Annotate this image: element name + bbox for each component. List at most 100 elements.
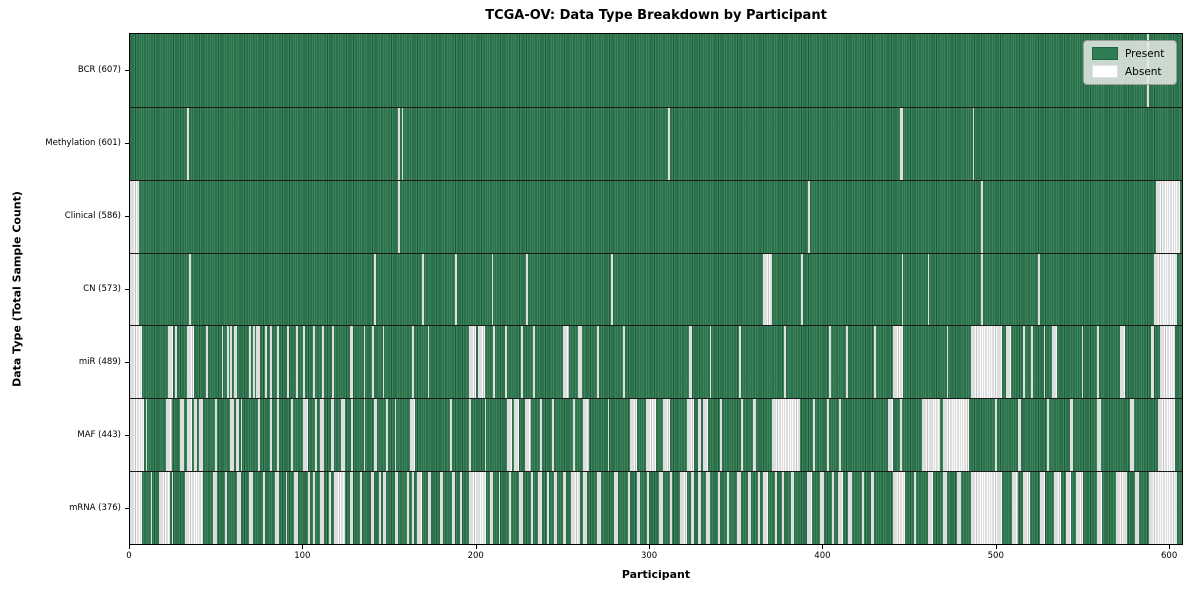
absent-stripe [957, 472, 961, 544]
absent-stripe [372, 326, 374, 399]
absent-stripe [206, 326, 208, 399]
absent-stripe [970, 326, 1003, 399]
absent-stripe [946, 326, 949, 399]
y-tick-mark [125, 142, 129, 144]
absent-stripe [315, 399, 317, 472]
x-tick-label: 600 [1161, 551, 1178, 561]
absent-stripe [379, 472, 381, 544]
absent-stripe [775, 472, 778, 544]
absent-stripe [832, 472, 835, 544]
absent-stripe [1097, 326, 1099, 399]
y-tick-mark [125, 508, 129, 510]
absent-stripe [256, 326, 260, 399]
absent-stripe [1081, 326, 1084, 399]
absent-stripe [1097, 399, 1101, 472]
absent-stripe [801, 253, 804, 326]
legend-item-absent: Absent [1092, 65, 1168, 78]
y-tick-mark [125, 435, 129, 437]
absent-stripe [922, 399, 940, 472]
absent-stripe [763, 472, 769, 544]
absent-stripe [382, 472, 387, 544]
absent-stripe [322, 326, 324, 399]
absent-stripe [406, 472, 409, 544]
absent-stripe [1066, 472, 1072, 544]
absent-stripe [373, 399, 378, 472]
absent-stripe [398, 180, 400, 253]
absent-stripe [572, 399, 575, 472]
absent-stripe [1017, 399, 1022, 472]
heatmap-row [130, 179, 1182, 253]
absent-stripe [519, 472, 523, 544]
absent-stripe [174, 326, 177, 399]
absent-stripe [451, 472, 456, 544]
absent-stripe [526, 253, 528, 326]
absent-stripe [771, 399, 800, 472]
absent-stripe [720, 399, 722, 472]
legend-item-present: Present [1092, 47, 1168, 60]
absent-stripe [829, 326, 831, 399]
absent-stripe [790, 472, 795, 544]
absent-stripe [1005, 326, 1011, 399]
absent-stripe [583, 472, 587, 544]
absent-stripe [562, 326, 570, 399]
absent-stripe [820, 472, 824, 544]
absent-stripe [166, 399, 172, 472]
absent-stripe [839, 399, 842, 472]
absent-stripe [1157, 399, 1176, 472]
absent-stripe [995, 399, 997, 472]
absent-stripe [341, 399, 345, 472]
plot-area [129, 33, 1183, 545]
absent-stripe [460, 472, 463, 544]
y-tick-mark [125, 69, 129, 71]
absent-stripe [313, 472, 316, 544]
absent-stripe [690, 472, 695, 544]
absent-stripe [1047, 399, 1049, 472]
absent-stripe [972, 107, 975, 180]
absent-stripe [763, 253, 772, 326]
y-tick-label: MAF (443) [77, 430, 121, 441]
absent-stripe [270, 399, 272, 472]
heatmap-row [130, 325, 1182, 399]
x-axis-label: Participant [621, 568, 691, 581]
absent-stripe [277, 399, 279, 472]
y-tick-label: BCR (607) [77, 64, 121, 75]
absent-stripe [332, 326, 335, 399]
heatmap-row [130, 252, 1182, 326]
absent-stripe [349, 326, 354, 399]
absent-stripe [230, 399, 234, 472]
absent-stripe [221, 326, 224, 399]
absent-stripe [237, 472, 241, 544]
absent-stripe [1150, 326, 1155, 399]
absent-stripe [382, 326, 385, 399]
absent-stripe [893, 326, 904, 399]
absent-stripe [303, 399, 309, 472]
absent-stripe [417, 472, 423, 544]
legend-label-present: Present [1125, 47, 1165, 60]
absent-stripe [1040, 472, 1046, 544]
x-tick-label: 0 [126, 551, 132, 561]
absent-stripe [943, 472, 947, 544]
absent-stripe [230, 326, 233, 399]
absent-stripe [628, 472, 631, 544]
absent-stripe [240, 399, 243, 472]
absent-stripe [827, 399, 829, 472]
absent-stripe [489, 472, 494, 544]
absent-stripe [901, 253, 904, 326]
absent-stripe [168, 326, 174, 399]
absent-stripe [159, 472, 170, 544]
absent-stripe [130, 472, 143, 544]
absent-stripe [145, 399, 148, 472]
absent-stripe [505, 326, 508, 399]
absent-stripe [758, 472, 760, 544]
absent-stripe [981, 180, 983, 253]
absent-stripe [662, 399, 670, 472]
absent-stripe [493, 326, 496, 399]
absent-stripe [782, 472, 785, 544]
absent-stripe [1052, 326, 1058, 399]
chart-title: TCGA-OV: Data Type Breakdown by Particip… [485, 8, 827, 23]
absent-stripe [927, 253, 930, 326]
absent-stripe [861, 472, 864, 544]
absent-stripe [718, 472, 720, 544]
absent-stripe [1043, 326, 1046, 399]
